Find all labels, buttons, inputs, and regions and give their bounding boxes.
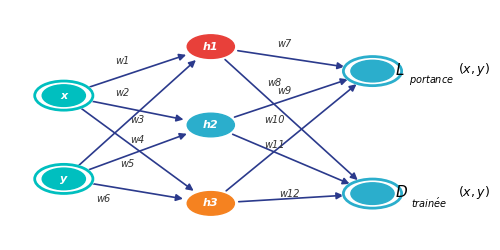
Text: w3: w3 [130,115,144,125]
Text: w7: w7 [277,39,291,49]
Text: h1: h1 [203,42,218,51]
Text: $\mathit{portance}$: $\mathit{portance}$ [409,74,455,88]
Text: h2: h2 [203,120,218,130]
Text: $D$: $D$ [394,184,407,200]
Circle shape [187,192,234,215]
Circle shape [186,191,236,216]
Text: $(x, y)$: $(x, y)$ [458,61,490,78]
Text: $\mathit{train\acute{e}e}$: $\mathit{train\acute{e}e}$ [410,196,447,210]
Text: $(x, y)$: $(x, y)$ [458,184,490,201]
Circle shape [187,113,234,137]
Circle shape [42,168,86,190]
Circle shape [351,60,394,82]
Circle shape [186,34,236,59]
Text: h3: h3 [203,198,218,208]
Text: w4: w4 [130,135,144,145]
Text: x: x [60,90,68,101]
Circle shape [42,85,86,106]
Circle shape [187,35,234,58]
Text: w6: w6 [96,194,110,203]
Circle shape [342,56,403,86]
Circle shape [34,80,94,111]
Text: w11: w11 [264,140,285,149]
Circle shape [351,183,394,204]
Text: y: y [60,174,68,184]
Text: w8: w8 [268,78,281,88]
Text: w5: w5 [120,159,134,169]
Circle shape [34,164,94,194]
Text: w12: w12 [279,188,299,198]
Text: w1: w1 [116,56,130,66]
Text: w2: w2 [116,88,130,98]
Text: w9: w9 [277,86,291,96]
Circle shape [186,113,236,137]
Circle shape [342,178,403,209]
Text: $L$: $L$ [394,62,404,78]
Text: w10: w10 [264,115,285,125]
